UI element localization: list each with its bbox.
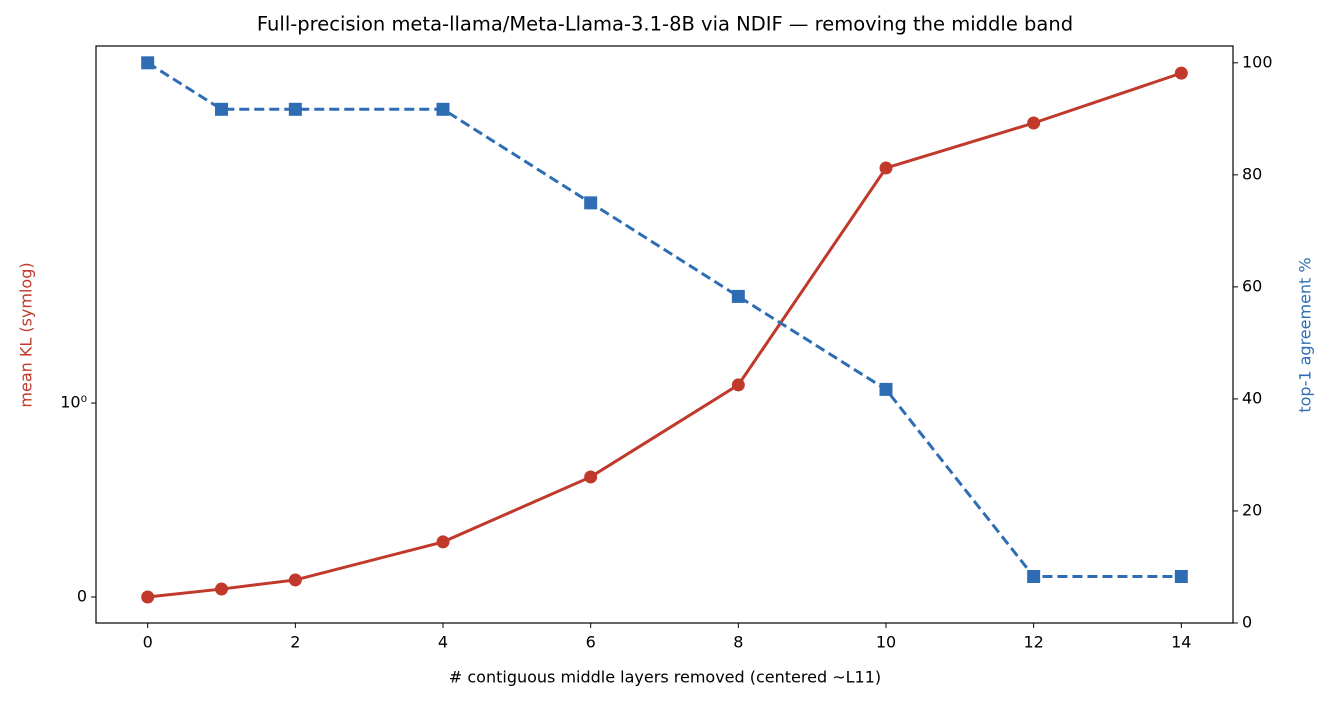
y2-tick-label: 40 — [1242, 388, 1262, 407]
y-tick-label: 0 — [77, 587, 87, 606]
point — [1027, 116, 1041, 130]
y2-tick-label: 20 — [1242, 500, 1262, 519]
plot-frame — [95, 45, 1234, 624]
point — [141, 56, 155, 70]
point — [1174, 570, 1188, 584]
point — [1027, 570, 1041, 584]
x-tick-label: 6 — [586, 633, 596, 652]
y2-tick-label: 0 — [1242, 613, 1252, 632]
point — [879, 161, 893, 175]
chart-title: Full-precision meta-llama/Meta-Llama-3.1… — [257, 13, 1073, 36]
x-tick-label: 0 — [143, 633, 153, 652]
x-tick-label: 14 — [1171, 633, 1191, 652]
point — [584, 196, 598, 210]
y2-tick-label: 80 — [1242, 164, 1262, 183]
series-line — [146, 61, 1182, 579]
x-axis-label: # contiguous middle layers removed (cent… — [449, 668, 881, 687]
point — [436, 535, 450, 549]
point — [879, 382, 893, 396]
point — [215, 102, 229, 116]
y2-tick-label: 60 — [1242, 276, 1262, 295]
x-tick-label: 8 — [733, 633, 743, 652]
point — [584, 470, 598, 484]
x-tick-label: 4 — [438, 633, 448, 652]
point — [731, 378, 745, 392]
x-tick-label: 2 — [290, 633, 300, 652]
series-line — [147, 71, 1182, 599]
point — [215, 582, 229, 596]
point — [436, 102, 450, 116]
point — [141, 590, 155, 604]
point — [1174, 66, 1188, 80]
x-tick-label: 12 — [1023, 633, 1043, 652]
y-tick-label: 10⁰ — [60, 393, 87, 412]
x-tick-label: 10 — [876, 633, 896, 652]
y-axis-label: mean KL (symlog) — [17, 262, 36, 407]
y2-axis-label: top-1 agreement % — [1296, 257, 1315, 412]
y2-tick-label: 100 — [1242, 52, 1273, 71]
point — [288, 102, 302, 116]
point — [731, 289, 745, 303]
point — [288, 573, 302, 587]
